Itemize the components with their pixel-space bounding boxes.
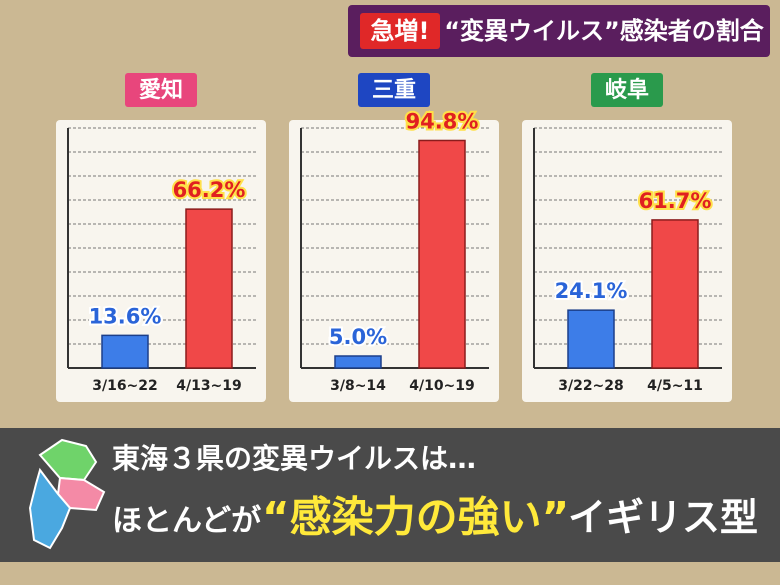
chart-title: 三重 xyxy=(372,78,416,103)
header-alert: 急増! xyxy=(371,17,430,45)
value-label: 24.1% xyxy=(555,279,628,303)
map-mie xyxy=(28,467,72,550)
panel xyxy=(289,120,499,402)
chart-title: 岐阜 xyxy=(605,77,649,103)
bar xyxy=(418,139,466,369)
header-banner xyxy=(348,5,770,57)
bar xyxy=(185,208,233,369)
x-tick-label: 3/16~22 xyxy=(92,378,158,394)
alert-box xyxy=(360,13,440,49)
panel xyxy=(56,120,266,402)
caption-line2-start: ほとんどが xyxy=(112,504,261,539)
x-tick-label: 4/10~19 xyxy=(409,378,475,394)
bar xyxy=(334,355,382,369)
chart-title-box xyxy=(358,73,430,107)
value-label: 61.7% xyxy=(639,189,712,213)
caption-line2-end: イギリス型 xyxy=(568,496,758,540)
x-tick-label: 4/13~19 xyxy=(176,378,242,394)
charts: 愛知 3/16~22 13.6% 4/13~19 66.2% 三重 3/8~14 5.0% 4/… xyxy=(56,73,732,402)
chart-title: 愛知 xyxy=(139,77,183,103)
bar xyxy=(101,334,149,369)
caption-highlight: “感染力の強い” xyxy=(262,493,569,542)
chart-title-box xyxy=(591,73,663,107)
x-tick-label: 3/22~28 xyxy=(558,378,624,394)
panel xyxy=(522,120,732,402)
bar xyxy=(567,309,615,369)
bar xyxy=(651,219,699,369)
x-tick-label: 3/8~14 xyxy=(330,378,386,394)
value-label: 13.6% xyxy=(89,304,162,328)
value-label: 66.2% xyxy=(173,178,246,202)
value-label: 5.0% xyxy=(329,325,387,349)
header-title: “変異ウイルス”感染者の割合 xyxy=(444,17,765,45)
chart-title-box xyxy=(125,73,197,107)
caption-line1: 東海３県の変異ウイルスは… xyxy=(112,442,476,475)
caption-band xyxy=(0,428,780,562)
value-label: 94.8% xyxy=(406,109,479,133)
x-tick-label: 4/5~11 xyxy=(647,378,703,394)
